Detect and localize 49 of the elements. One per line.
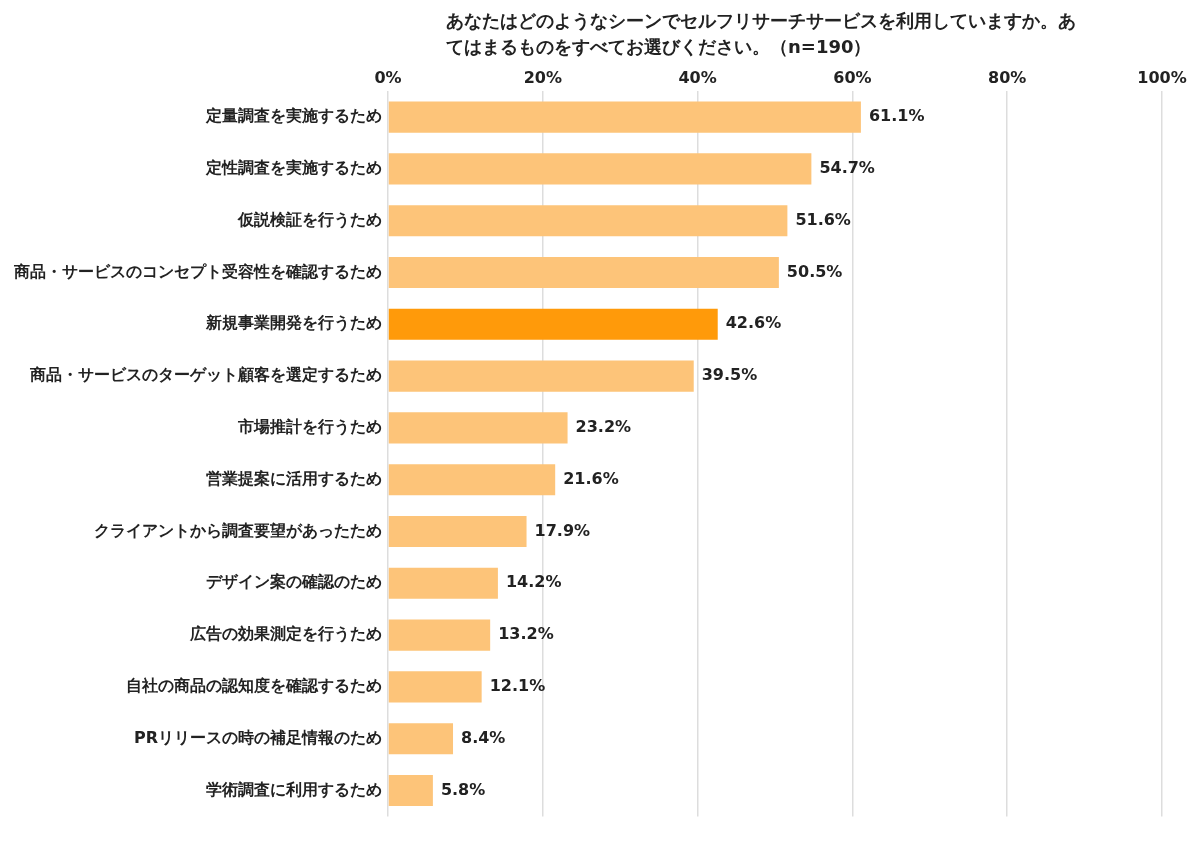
bar xyxy=(388,515,527,548)
bar xyxy=(388,464,556,496)
data-label: 5.8% xyxy=(440,779,486,799)
y-tick-label: 自社の商品の認知度を確認するため xyxy=(126,676,382,696)
bar xyxy=(388,774,433,807)
data-label: 12.1% xyxy=(489,676,546,696)
bar xyxy=(388,412,568,444)
y-tick-label: 定量調査を実施するため xyxy=(205,106,382,126)
data-label: 23.2% xyxy=(575,417,632,437)
data-label: 50.5% xyxy=(786,261,843,281)
y-tick-label: デザイン案の確認のため xyxy=(206,572,382,592)
data-label: 51.6% xyxy=(795,209,851,229)
data-label: 17.9% xyxy=(534,520,591,540)
y-tick-label: PRリリースの時の補足情報のため xyxy=(133,727,382,747)
y-tick-label: 商品・サービスのターゲット顧客を選定するため xyxy=(29,365,382,385)
bar xyxy=(388,308,718,340)
bar xyxy=(388,205,788,237)
bar xyxy=(388,567,498,599)
x-tick-label: 0% xyxy=(374,67,402,87)
bar xyxy=(388,671,482,703)
x-tick-label: 60% xyxy=(833,67,872,87)
x-tick-label: 80% xyxy=(988,67,1027,87)
y-tick-label: 営業提案に活用するため xyxy=(206,468,382,488)
y-tick-label: 新規事業開発を行うため xyxy=(205,313,382,333)
bar xyxy=(388,360,694,392)
x-tick-label: 40% xyxy=(678,67,717,87)
data-label: 39.5% xyxy=(701,365,758,385)
x-tick-label: 20% xyxy=(523,67,562,87)
bar xyxy=(388,256,779,289)
bar xyxy=(388,101,861,133)
bar xyxy=(388,153,812,185)
chart-title: あなたはどのようなシーンでセルフリサーチサービスを利用していますか。あてはまるものをすべてお選びください。（n=190） xyxy=(446,9,1077,59)
data-label: 61.1% xyxy=(868,106,925,126)
y-tick-label: 商品・サービスのコンセプト受容性を確認するため xyxy=(13,261,382,281)
y-tick-label: 仮説検証を行うため xyxy=(237,209,382,229)
data-label: 13.2% xyxy=(498,624,554,644)
data-label: 21.6% xyxy=(563,468,619,488)
data-label: 42.6% xyxy=(725,313,782,333)
x-tick-label: 100% xyxy=(1137,67,1187,87)
y-tick-label: 広告の効果測定を行うため xyxy=(189,624,382,644)
y-tick-label: 定性調査を実施するため xyxy=(205,158,382,178)
data-label: 14.2% xyxy=(505,572,562,592)
y-tick-label: 学術調査に利用するため xyxy=(206,779,382,799)
data-label: 8.4% xyxy=(461,727,506,747)
y-tick-label: クライアントから調査要望があったため xyxy=(94,520,382,540)
data-label: 54.7% xyxy=(819,158,875,178)
bar xyxy=(388,619,491,651)
bar xyxy=(388,723,454,755)
y-tick-label: 市場推計を行うため xyxy=(237,417,382,437)
